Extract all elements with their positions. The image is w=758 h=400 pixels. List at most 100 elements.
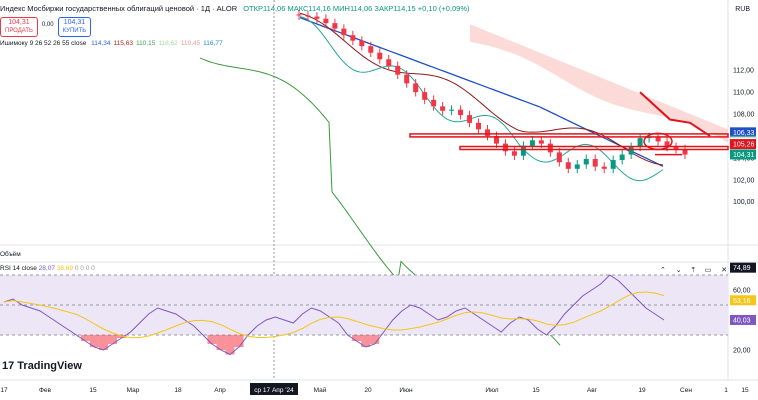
ichimoku-value: 115,63 [113, 40, 133, 47]
candle-body [610, 160, 616, 169]
time-tick: Апр [214, 387, 226, 394]
ichimoku-value: 114,34 [91, 40, 111, 47]
candle-body [449, 109, 455, 111]
candle-body [511, 151, 517, 156]
candle-body [493, 135, 499, 144]
candle-body [592, 158, 598, 167]
candle-body [467, 115, 473, 123]
time-tick: 20 [364, 387, 372, 394]
logo-mark-icon: 17 [2, 360, 18, 372]
candle-body [637, 138, 643, 147]
time-tick: 19 [638, 387, 646, 394]
price-badge [730, 149, 756, 160]
crosshair-date-badge [250, 383, 298, 395]
candle-body [386, 59, 392, 66]
time-tick: 15 [89, 387, 97, 394]
candle-body [655, 137, 661, 142]
ichimoku-legend[interactable]: Ишимоку 9 26 52 26 55 close 114,34 115,63… [0, 40, 229, 47]
price-badge [730, 127, 756, 138]
candle-body [673, 146, 679, 150]
rsi-tick: 20,00 [733, 348, 751, 355]
time-tick: 15 [741, 387, 749, 394]
rsi-extra-values: 0 0 0 0 [74, 265, 95, 272]
candle-body [296, 14, 302, 16]
rsi-badge [730, 314, 756, 325]
trade-panel: 104,31 ПРОДАТЬ 0,00 104,31 КУПИТЬ [0, 17, 92, 37]
spread-value: 0,00 [41, 22, 54, 28]
time-tick: Сен [680, 387, 692, 394]
price-badge-label: 105,26 [733, 142, 755, 149]
sell-price: 104,31 [8, 19, 30, 26]
candle-body [619, 154, 625, 161]
rsi-value: 28,07 [38, 265, 55, 272]
crosshair-date-label: ср 17 Апр '24 [254, 387, 294, 394]
candle-body [305, 15, 311, 17]
candle-body [538, 140, 544, 144]
price-badge [730, 139, 756, 150]
candle-body [359, 40, 365, 47]
rsi-legend[interactable]: RSI 14 close 28,07 38,69 0 0 0 0 [0, 265, 95, 272]
symbol-title[interactable]: Индекс Мосбиржи государственных облигаци… [0, 4, 238, 13]
rsi-tick: 60,00 [733, 288, 751, 295]
candle-body [601, 166, 607, 169]
time-tick: Май [314, 386, 327, 394]
candle-body [458, 109, 464, 116]
rsi-oversold-fill [80, 335, 380, 355]
logo-text: TradingView [17, 360, 82, 372]
chart-title: Индекс Мосбиржи государственных облигаци… [0, 4, 469, 13]
horizontal-level [459, 145, 729, 151]
ohlc-readout: ОТКР114,06 МАКС114,16 МИН114,06 ЗАКР114,… [243, 4, 470, 13]
time-tick: Июн [399, 387, 413, 394]
candle-body [368, 46, 374, 53]
candle-body [377, 52, 383, 60]
candle-body [431, 99, 437, 107]
candle-body [395, 65, 401, 75]
candle-body [520, 145, 526, 156]
ichimoku-value: 110,15 [135, 40, 156, 47]
candle-body [529, 140, 535, 146]
time-tick: 1 [724, 387, 728, 394]
currency-label[interactable]: RUB [735, 6, 750, 13]
rsi-name: RSI 14 close [0, 265, 37, 272]
candle-body [502, 143, 508, 152]
horizontal-level [409, 133, 729, 138]
candle-body [664, 141, 670, 147]
price-tick: 110,00 [733, 90, 754, 97]
candle-body [628, 146, 634, 155]
buy-price: 104,31 [63, 19, 86, 26]
tenkan-line [299, 16, 664, 182]
rsi-badge-label: 74,89 [733, 265, 751, 272]
time-tick: 17 [0, 387, 8, 394]
ichimoku-value: 119,45 [180, 40, 201, 47]
rsi-line [3, 274, 665, 356]
time-tick: 15 [532, 387, 540, 394]
rsi-ma-value: 38,69 [56, 265, 74, 272]
kijun-line [299, 12, 664, 166]
candle-body [350, 35, 356, 41]
pane-tools[interactable]: ⌃ ⌄ ⤒ ▭ ✕ [660, 267, 732, 274]
candle-body [332, 23, 338, 29]
ichimoku-values: 114,34 115,63 110,15 118,62 119,45 116,77 [91, 40, 225, 47]
price-badge-label: 104,31 [733, 152, 755, 159]
price-tick: 100,00 [733, 199, 755, 206]
time-tick: Авг [587, 387, 598, 394]
candle-body [404, 74, 410, 84]
tradingview-logo: 17 TradingView [2, 360, 82, 372]
sell-button[interactable]: 104,31 ПРОДАТЬ [0, 17, 38, 37]
candle-body [682, 149, 688, 155]
buy-label: КУПИТЬ [62, 28, 87, 34]
candle-body [413, 83, 419, 93]
volume-label[interactable]: Объём [0, 251, 21, 258]
candle-body [341, 28, 347, 36]
buy-button[interactable]: 104,31 КУПИТЬ [57, 17, 92, 37]
rsi-badge-label: 40,03 [733, 317, 751, 324]
rsi-badge-label: 53,16 [733, 298, 751, 305]
time-tick: Мар [127, 387, 140, 394]
candle-body [440, 106, 446, 111]
time-tick: Фев [39, 387, 52, 394]
rsi-badge [730, 262, 756, 273]
drawn-trend-line [639, 91, 711, 137]
candle-body [556, 152, 562, 163]
ichimoku-value: 118,62 [158, 40, 178, 47]
